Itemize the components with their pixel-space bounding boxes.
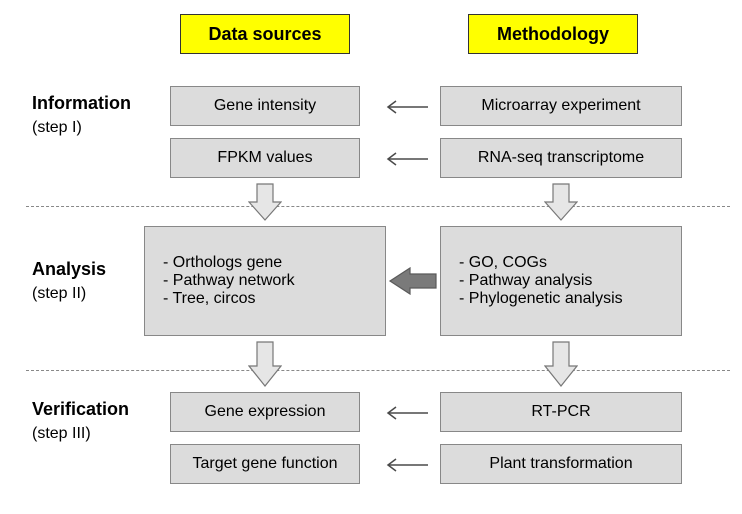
arrow-rtpcr-to-geneexpr	[376, 404, 430, 422]
arrow-rnaseq-to-fpkm	[376, 150, 430, 168]
label-rnaseq: RNA-seq transcriptome	[478, 149, 644, 167]
section-analysis-title: Analysis	[32, 259, 106, 279]
box-gene-expression: Gene expression	[170, 392, 360, 432]
block-arrow-analysis-to-geneexpr	[248, 340, 282, 388]
box-analysis-left: - Orthologs gene - Pathway network - Tre…	[144, 226, 386, 336]
section-analysis-sub: (step II)	[32, 285, 86, 302]
box-fpkm: FPKM values	[170, 138, 360, 178]
divider-2	[26, 370, 730, 371]
section-info-title: Information	[32, 93, 131, 113]
analysis-right-0: - GO, COGs	[459, 254, 547, 272]
header-left-label: Data sources	[208, 24, 321, 45]
label-gene-expression: Gene expression	[205, 403, 326, 421]
section-verify-sub: (step III)	[32, 425, 91, 442]
box-gene-intensity: Gene intensity	[170, 86, 360, 126]
box-target: Target gene function	[170, 444, 360, 484]
label-gene-intensity: Gene intensity	[214, 97, 316, 115]
label-target: Target gene function	[193, 455, 338, 473]
analysis-right-2: - Phylogenetic analysis	[459, 290, 623, 308]
box-analysis-right: - GO, COGs - Pathway analysis - Phylogen…	[440, 226, 682, 336]
analysis-left-list: - Orthologs gene - Pathway network - Tre…	[145, 254, 385, 308]
block-arrow-rnaseq-to-analysis	[544, 182, 578, 222]
label-fpkm: FPKM values	[217, 149, 312, 167]
arrow-plant-to-target	[376, 456, 430, 474]
block-arrow-analysis-to-rtpcr	[544, 340, 578, 388]
header-right-label: Methodology	[497, 24, 609, 45]
analysis-left-1: - Pathway network	[163, 272, 295, 290]
label-microarray: Microarray experiment	[481, 97, 640, 115]
box-microarray: Microarray experiment	[440, 86, 682, 126]
box-rtpcr: RT-PCR	[440, 392, 682, 432]
label-rtpcr: RT-PCR	[531, 403, 590, 421]
diagram-canvas: Data sources Methodology Information (st…	[0, 0, 742, 514]
section-info-sub: (step I)	[32, 119, 82, 136]
box-rnaseq: RNA-seq transcriptome	[440, 138, 682, 178]
analysis-left-0: - Orthologs gene	[163, 254, 282, 272]
label-plant: Plant transformation	[489, 455, 632, 473]
block-arrow-fpkm-to-analysis	[248, 182, 282, 222]
analysis-right-list: - GO, COGs - Pathway analysis - Phylogen…	[441, 254, 681, 308]
section-verification: Verification (step III)	[32, 398, 129, 445]
block-arrow-analysis-right-to-left	[388, 267, 438, 295]
header-data-sources: Data sources	[180, 14, 350, 54]
analysis-right-1: - Pathway analysis	[459, 272, 592, 290]
analysis-left-2: - Tree, circos	[163, 290, 255, 308]
section-analysis: Analysis (step II)	[32, 258, 106, 305]
header-methodology: Methodology	[468, 14, 638, 54]
section-information: Information (step I)	[32, 92, 131, 139]
box-plant: Plant transformation	[440, 444, 682, 484]
divider-1	[26, 206, 730, 207]
arrow-microarray-to-gene	[376, 98, 430, 116]
section-verify-title: Verification	[32, 399, 129, 419]
